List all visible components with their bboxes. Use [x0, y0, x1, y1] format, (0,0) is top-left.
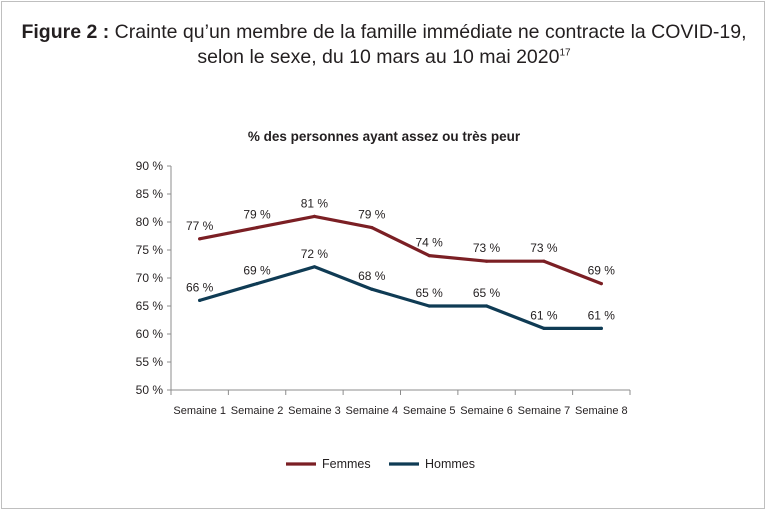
data-point-hommes [427, 304, 431, 308]
x-tick-label: Semaine 3 [288, 405, 341, 417]
figure-label: Figure 2 : [21, 21, 110, 43]
data-label-femmes: 73 % [530, 241, 558, 255]
data-label-femmes: 81 % [301, 196, 329, 210]
x-tick-label: Semaine 2 [231, 405, 284, 417]
data-label-hommes: 65 % [416, 286, 444, 300]
axes: 50 % 55 % 60 % 65 % 70 % 75 % 80 % 85 % 90 % Sema… [136, 159, 631, 417]
data-label-hommes: 65 % [473, 286, 501, 300]
x-tick-label: Semaine 8 [575, 405, 628, 417]
data-point-hommes [312, 265, 317, 269]
data-point-femmes [542, 259, 546, 263]
y-tick-label: 55 % [136, 355, 164, 369]
data-point-hommes [542, 326, 546, 330]
data-label-hommes: 61 % [588, 308, 616, 322]
y-tick-label: 70 % [136, 271, 164, 285]
footnote-marker: 17 [559, 47, 571, 59]
data-point-hommes [255, 282, 259, 286]
figure-title-text-1: Crainte qu’un membre de la famille imméd… [114, 21, 747, 43]
legend: Femmes Hommes [286, 457, 475, 471]
data-label-hommes: 61 % [530, 308, 558, 322]
data-label-hommes: 68 % [358, 269, 386, 283]
legend-label-hommes: Hommes [425, 457, 475, 471]
data-point-hommes [370, 287, 374, 291]
x-tick-label: Semaine 4 [346, 405, 399, 417]
figure-title-line-1: Figure 2 : Crainte qu’un membre de la fa… [0, 20, 768, 45]
data-point-femmes [370, 226, 374, 230]
y-tick-label: 60 % [136, 327, 164, 341]
data-point-hommes [599, 326, 603, 330]
x-tick-label: Semaine 5 [403, 405, 456, 417]
legend-label-femmes: Femmes [322, 457, 371, 471]
data-label-hommes: 66 % [186, 280, 214, 294]
data-label-femmes: 79 % [243, 208, 271, 222]
data-label-femmes: 79 % [358, 208, 386, 222]
y-tick-label: 85 % [136, 187, 164, 201]
x-tick-label: Semaine 1 [173, 405, 226, 417]
y-tick-label: 75 % [136, 243, 164, 257]
chart-title: % des personnes ayant assez ou très peur [248, 129, 521, 144]
data-point-femmes [312, 214, 317, 218]
data-label-femmes: 77 % [186, 219, 214, 233]
series-layer: 77 % 79 % 81 % 79 % 74 % 73 % 73 % 69 % 66 % 69 %… [186, 196, 615, 330]
data-point-femmes [198, 237, 202, 241]
data-point-hommes [198, 298, 202, 302]
y-tick-label: 80 % [136, 215, 164, 229]
data-label-femmes: 74 % [416, 236, 444, 250]
data-point-femmes [599, 282, 603, 286]
figure-title-text-2: selon le sexe, du 10 mars au 10 mai 2020 [197, 46, 560, 68]
series-line-hommes [198, 265, 603, 330]
x-tick-label: Semaine 7 [518, 405, 571, 417]
y-tick-label: 65 % [136, 299, 164, 313]
series-line-femmes [198, 214, 603, 286]
data-label-hommes: 69 % [243, 264, 271, 278]
data-label-hommes: 72 % [301, 247, 329, 261]
y-tick-label: 50 % [136, 383, 164, 397]
data-label-femmes: 69 % [588, 264, 616, 278]
y-tick-label: 90 % [136, 159, 164, 173]
data-point-femmes [427, 254, 431, 258]
data-point-femmes [255, 226, 259, 230]
figure-title: Figure 2 : Crainte qu’un membre de la fa… [0, 20, 768, 70]
data-point-hommes [484, 304, 489, 308]
x-tick-label: Semaine 6 [460, 405, 513, 417]
figure-title-line-2: selon le sexe, du 10 mars au 10 mai 2020… [0, 45, 768, 70]
data-point-femmes [484, 259, 489, 263]
data-label-femmes: 73 % [473, 241, 501, 255]
